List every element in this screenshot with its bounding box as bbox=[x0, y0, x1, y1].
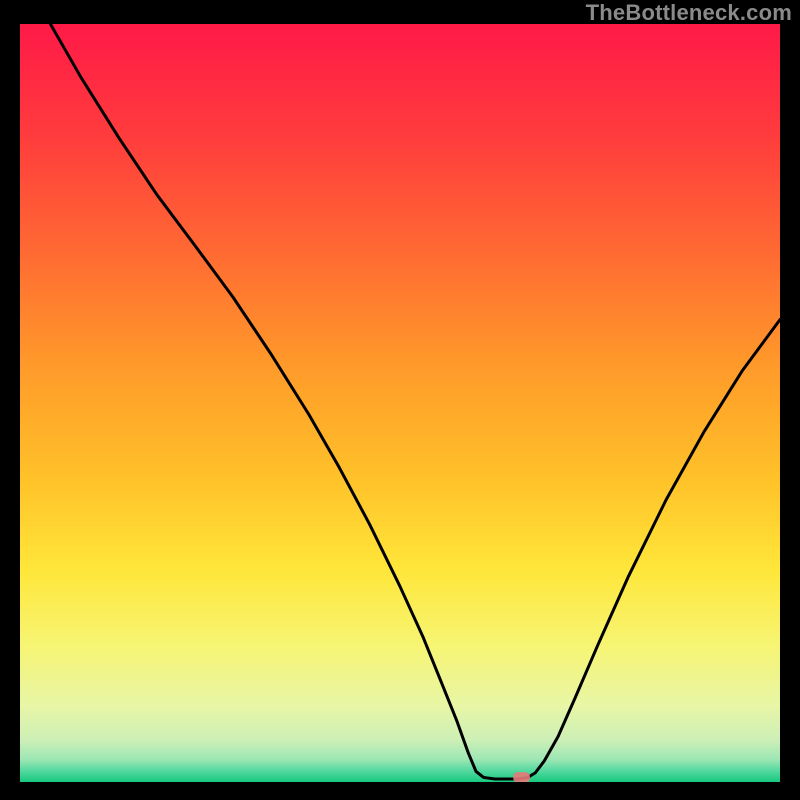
minimum-marker bbox=[513, 772, 530, 782]
plot-area bbox=[20, 24, 780, 782]
watermark-text: TheBottleneck.com bbox=[586, 0, 792, 26]
chart-root: { "canvas": { "width": 800, "height": 80… bbox=[0, 0, 800, 800]
bottleneck-curve bbox=[50, 24, 780, 779]
bottleneck-curve-svg bbox=[20, 24, 780, 782]
